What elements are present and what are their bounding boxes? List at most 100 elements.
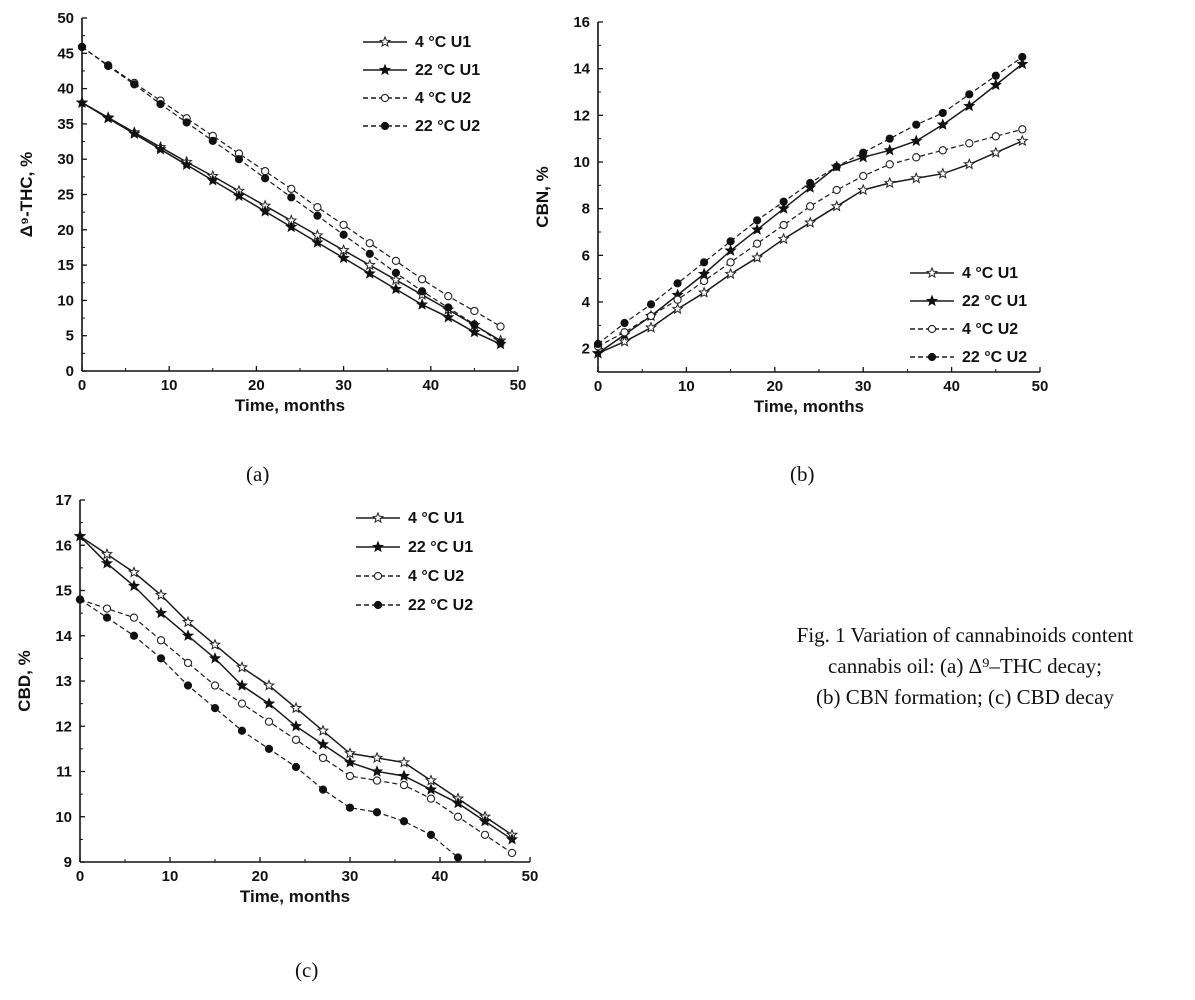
data-point-b-3: [1019, 53, 1026, 60]
data-point-b-2: [966, 140, 973, 147]
data-point-a-3: [183, 119, 190, 126]
data-point-a-1: [470, 327, 480, 336]
x-tick-label-c: 30: [342, 868, 359, 885]
data-point-a-3: [314, 212, 321, 219]
y-tick-label-a: 5: [66, 328, 74, 345]
data-point-a-2: [366, 240, 373, 247]
data-point-c-1: [507, 834, 517, 843]
data-point-a-3: [78, 43, 85, 50]
y-tick-label-b: 14: [573, 61, 590, 78]
y-tick-label-b: 10: [573, 154, 590, 171]
legend-label-a-1: 22 °C U1: [415, 62, 480, 79]
data-point-b-3: [780, 198, 787, 205]
x-axis-label-a: Time, months: [235, 396, 345, 415]
x-tick-label-b: 40: [943, 378, 960, 395]
legend-marker-b-0: [927, 268, 937, 277]
x-tick-label-c: 10: [162, 868, 179, 885]
legend-marker-a-1: [380, 65, 390, 74]
data-point-b-2: [727, 259, 734, 266]
data-point-c-2: [373, 777, 380, 784]
caption-line-2: cannabis oil: (a) Δ⁹–THC decay;: [730, 651, 1195, 682]
data-point-a-2: [314, 204, 321, 211]
data-point-a-3: [497, 339, 504, 346]
legend-marker-b-1: [927, 296, 937, 305]
data-point-b-3: [807, 179, 814, 186]
y-tick-label-a: 35: [57, 116, 74, 133]
data-point-c-3: [373, 809, 380, 816]
data-point-b-0: [991, 148, 1001, 157]
data-point-b-3: [594, 340, 601, 347]
y-tick-label-a: 40: [57, 81, 74, 98]
y-tick-label-b: 2: [582, 341, 590, 358]
data-point-c-2: [292, 736, 299, 743]
data-point-b-2: [674, 296, 681, 303]
data-point-b-2: [647, 312, 654, 319]
data-point-c-3: [103, 614, 110, 621]
data-point-b-1: [885, 145, 895, 154]
x-tick-label-a: 0: [78, 377, 86, 394]
data-point-b-0: [646, 323, 656, 332]
data-point-b-3: [727, 238, 734, 245]
data-point-c-2: [184, 659, 191, 666]
data-point-b-2: [833, 186, 840, 193]
data-point-a-2: [392, 257, 399, 264]
data-point-c-3: [454, 854, 461, 861]
legend-marker-b-3: [928, 353, 935, 360]
x-tick-label-c: 40: [432, 868, 449, 885]
data-point-a-3: [418, 288, 425, 295]
data-point-b-2: [621, 329, 628, 336]
data-point-a-2: [340, 221, 347, 228]
data-point-c-2: [427, 795, 434, 802]
data-point-a-2: [418, 276, 425, 283]
data-point-c-2: [454, 813, 461, 820]
data-point-c-3: [427, 831, 434, 838]
data-point-b-0: [938, 169, 948, 178]
chart-c-cbd-decay: 0 10 20 30 40 5091011121314151617Time, months…: [15, 492, 538, 906]
data-point-c-3: [184, 682, 191, 689]
data-point-b-3: [700, 259, 707, 266]
data-point-b-2: [754, 240, 761, 247]
x-tick-label-c: 0: [76, 868, 84, 885]
data-point-b-2: [939, 147, 946, 154]
data-point-c-2: [319, 754, 326, 761]
series-line-b-3: [598, 57, 1022, 344]
data-point-a-2: [445, 293, 452, 300]
data-point-a-3: [262, 175, 269, 182]
y-tick-label-a: 50: [57, 10, 74, 27]
data-point-c-1: [426, 785, 436, 794]
data-point-b-0: [965, 159, 975, 168]
data-point-c-1: [345, 758, 355, 767]
legend-marker-c-3: [374, 601, 381, 608]
caption-line-3: (b) CBN formation; (c) CBD decay: [730, 682, 1195, 713]
data-point-c-3: [130, 632, 137, 639]
data-point-b-2: [992, 133, 999, 140]
panel-label-a: (a): [246, 462, 269, 487]
data-point-c-3: [157, 655, 164, 662]
data-point-a-2: [262, 168, 269, 175]
legend-marker-a-3: [381, 122, 388, 129]
data-point-a-3: [340, 231, 347, 238]
legend-label-c-3: 22 °C U2: [408, 597, 473, 614]
data-point-b-2: [780, 221, 787, 228]
data-point-a-3: [288, 194, 295, 201]
data-point-c-3: [238, 727, 245, 734]
y-tick-label-b: 8: [582, 201, 590, 218]
y-tick-label-b: 12: [573, 107, 590, 124]
y-tick-label-b: 16: [573, 14, 590, 31]
data-point-a-1: [417, 300, 427, 309]
legend-label-b-0: 4 °C U1: [962, 265, 1018, 282]
x-axis-label-c: Time, months: [240, 887, 350, 906]
x-tick-label-b: 20: [766, 378, 783, 395]
data-point-a-3: [209, 137, 216, 144]
chart-b-cbn-formation: 0 10 20 30 40 50246810121416Time, monthsCBN, …: [533, 14, 1048, 416]
legend-marker-b-2: [928, 325, 935, 332]
x-tick-label-a: 30: [335, 377, 352, 394]
y-tick-label-c: 10: [55, 809, 72, 826]
data-point-b-2: [1019, 126, 1026, 133]
data-point-a-3: [392, 269, 399, 276]
data-point-b-3: [674, 280, 681, 287]
y-tick-label-c: 17: [55, 492, 72, 509]
data-point-c-1: [372, 767, 382, 776]
figure-caption: Fig. 1 Variation of cannabinoids content…: [730, 620, 1195, 713]
